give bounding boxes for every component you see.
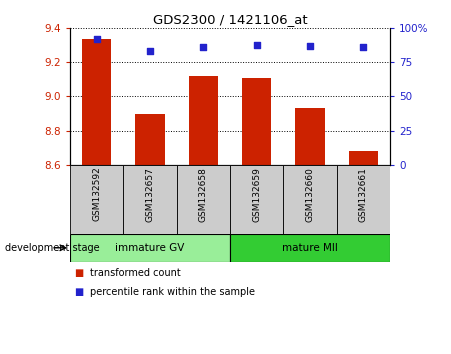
Bar xyxy=(283,165,337,234)
Text: GSM132661: GSM132661 xyxy=(359,167,368,222)
Bar xyxy=(349,151,378,165)
Bar xyxy=(82,39,111,165)
Bar xyxy=(123,165,177,234)
Bar xyxy=(230,234,390,262)
Text: transformed count: transformed count xyxy=(90,268,181,278)
Bar xyxy=(230,165,283,234)
Bar xyxy=(70,165,123,234)
Title: GDS2300 / 1421106_at: GDS2300 / 1421106_at xyxy=(153,13,307,26)
Bar xyxy=(70,234,230,262)
Text: GSM132659: GSM132659 xyxy=(252,167,261,222)
Text: GSM132592: GSM132592 xyxy=(92,167,101,222)
Text: development stage: development stage xyxy=(5,243,99,253)
Text: mature MII: mature MII xyxy=(282,243,338,253)
Point xyxy=(93,36,100,42)
Text: percentile rank within the sample: percentile rank within the sample xyxy=(90,287,255,297)
Point xyxy=(360,45,367,50)
Bar xyxy=(295,108,325,165)
Text: GSM132657: GSM132657 xyxy=(146,167,154,222)
Bar xyxy=(337,165,390,234)
Bar xyxy=(242,78,272,165)
Bar xyxy=(177,165,230,234)
Text: immature GV: immature GV xyxy=(115,243,184,253)
Point xyxy=(200,45,207,50)
Text: ■: ■ xyxy=(74,268,84,278)
Bar xyxy=(189,76,218,165)
Text: ■: ■ xyxy=(74,287,84,297)
Text: GSM132660: GSM132660 xyxy=(306,167,314,222)
Point xyxy=(253,42,260,47)
Point xyxy=(146,48,153,54)
Text: GSM132658: GSM132658 xyxy=(199,167,208,222)
Point xyxy=(307,43,314,49)
Bar xyxy=(135,114,165,165)
